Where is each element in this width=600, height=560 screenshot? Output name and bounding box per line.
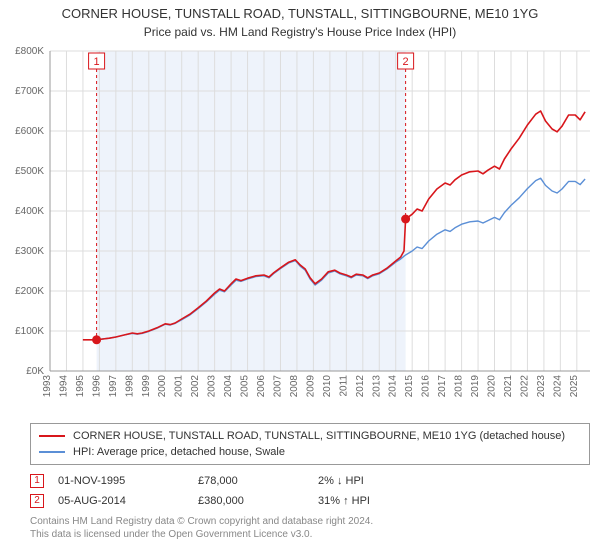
svg-text:£100K: £100K — [15, 326, 44, 337]
svg-text:2013: 2013 — [371, 374, 382, 397]
transaction-price: £380,000 — [198, 495, 318, 507]
svg-text:£400K: £400K — [15, 206, 44, 217]
svg-text:2020: 2020 — [487, 374, 498, 397]
transaction-date: 01-NOV-1995 — [58, 475, 198, 487]
svg-text:1999: 1999 — [141, 374, 152, 397]
svg-text:1996: 1996 — [91, 374, 102, 397]
svg-text:2014: 2014 — [388, 374, 399, 397]
svg-text:2011: 2011 — [338, 374, 349, 396]
svg-text:2016: 2016 — [421, 374, 432, 397]
svg-text:2002: 2002 — [190, 374, 201, 397]
svg-text:2022: 2022 — [519, 374, 530, 397]
legend-item: HPI: Average price, detached house, Swal… — [39, 444, 581, 460]
legend-swatch — [39, 435, 65, 437]
price-chart: £0K£100K£200K£300K£400K£500K£600K£700K£8… — [0, 41, 600, 421]
legend-item: CORNER HOUSE, TUNSTALL ROAD, TUNSTALL, S… — [39, 428, 581, 444]
svg-text:2004: 2004 — [223, 374, 234, 397]
svg-text:2003: 2003 — [207, 374, 218, 397]
svg-text:2001: 2001 — [174, 374, 185, 397]
svg-text:2010: 2010 — [322, 374, 333, 397]
transaction-row: 1 01-NOV-1995 £78,000 2% ↓ HPI — [30, 471, 590, 491]
transaction-date: 05-AUG-2014 — [58, 495, 198, 507]
svg-text:1: 1 — [94, 56, 100, 68]
svg-text:2008: 2008 — [289, 374, 300, 397]
footer: Contains HM Land Registry data © Crown c… — [30, 515, 590, 541]
svg-text:2005: 2005 — [240, 374, 251, 397]
svg-text:£500K: £500K — [15, 166, 44, 177]
transaction-delta: 2% ↓ HPI — [318, 475, 364, 487]
transaction-delta: 31% ↑ HPI — [318, 495, 370, 507]
svg-text:£600K: £600K — [15, 126, 44, 137]
svg-text:1995: 1995 — [75, 374, 86, 397]
page-subtitle: Price paid vs. HM Land Registry's House … — [10, 25, 590, 39]
transaction-price: £78,000 — [198, 475, 318, 487]
legend-label: CORNER HOUSE, TUNSTALL ROAD, TUNSTALL, S… — [73, 430, 565, 442]
page-title: CORNER HOUSE, TUNSTALL ROAD, TUNSTALL, S… — [10, 6, 590, 23]
svg-text:2017: 2017 — [437, 374, 448, 397]
svg-text:2000: 2000 — [157, 374, 168, 397]
svg-text:2012: 2012 — [355, 374, 366, 397]
svg-text:2024: 2024 — [552, 374, 563, 397]
svg-text:£800K: £800K — [15, 46, 44, 57]
footer-line: Contains HM Land Registry data © Crown c… — [30, 515, 590, 528]
svg-text:2025: 2025 — [569, 374, 580, 397]
svg-text:2: 2 — [403, 56, 409, 68]
svg-text:1998: 1998 — [124, 374, 135, 397]
svg-text:1994: 1994 — [58, 374, 69, 397]
svg-text:2006: 2006 — [256, 374, 267, 397]
transaction-marker: 1 — [30, 474, 44, 488]
svg-text:2007: 2007 — [272, 374, 283, 397]
footer-line: This data is licensed under the Open Gov… — [30, 528, 590, 541]
svg-text:2018: 2018 — [454, 374, 465, 397]
transaction-row: 2 05-AUG-2014 £380,000 31% ↑ HPI — [30, 491, 590, 511]
svg-text:2021: 2021 — [503, 374, 514, 397]
legend-swatch — [39, 451, 65, 453]
svg-text:2009: 2009 — [305, 374, 316, 397]
legend: CORNER HOUSE, TUNSTALL ROAD, TUNSTALL, S… — [30, 423, 590, 465]
svg-text:1997: 1997 — [108, 374, 119, 397]
svg-text:2015: 2015 — [404, 374, 415, 397]
legend-label: HPI: Average price, detached house, Swal… — [73, 446, 285, 458]
svg-text:£200K: £200K — [15, 286, 44, 297]
svg-text:2023: 2023 — [536, 374, 547, 397]
svg-text:£300K: £300K — [15, 246, 44, 257]
svg-text:£700K: £700K — [15, 86, 44, 97]
svg-text:2019: 2019 — [470, 374, 481, 397]
transactions: 1 01-NOV-1995 £78,000 2% ↓ HPI 2 05-AUG-… — [30, 471, 590, 511]
svg-text:1993: 1993 — [42, 374, 53, 397]
transaction-marker: 2 — [30, 494, 44, 508]
